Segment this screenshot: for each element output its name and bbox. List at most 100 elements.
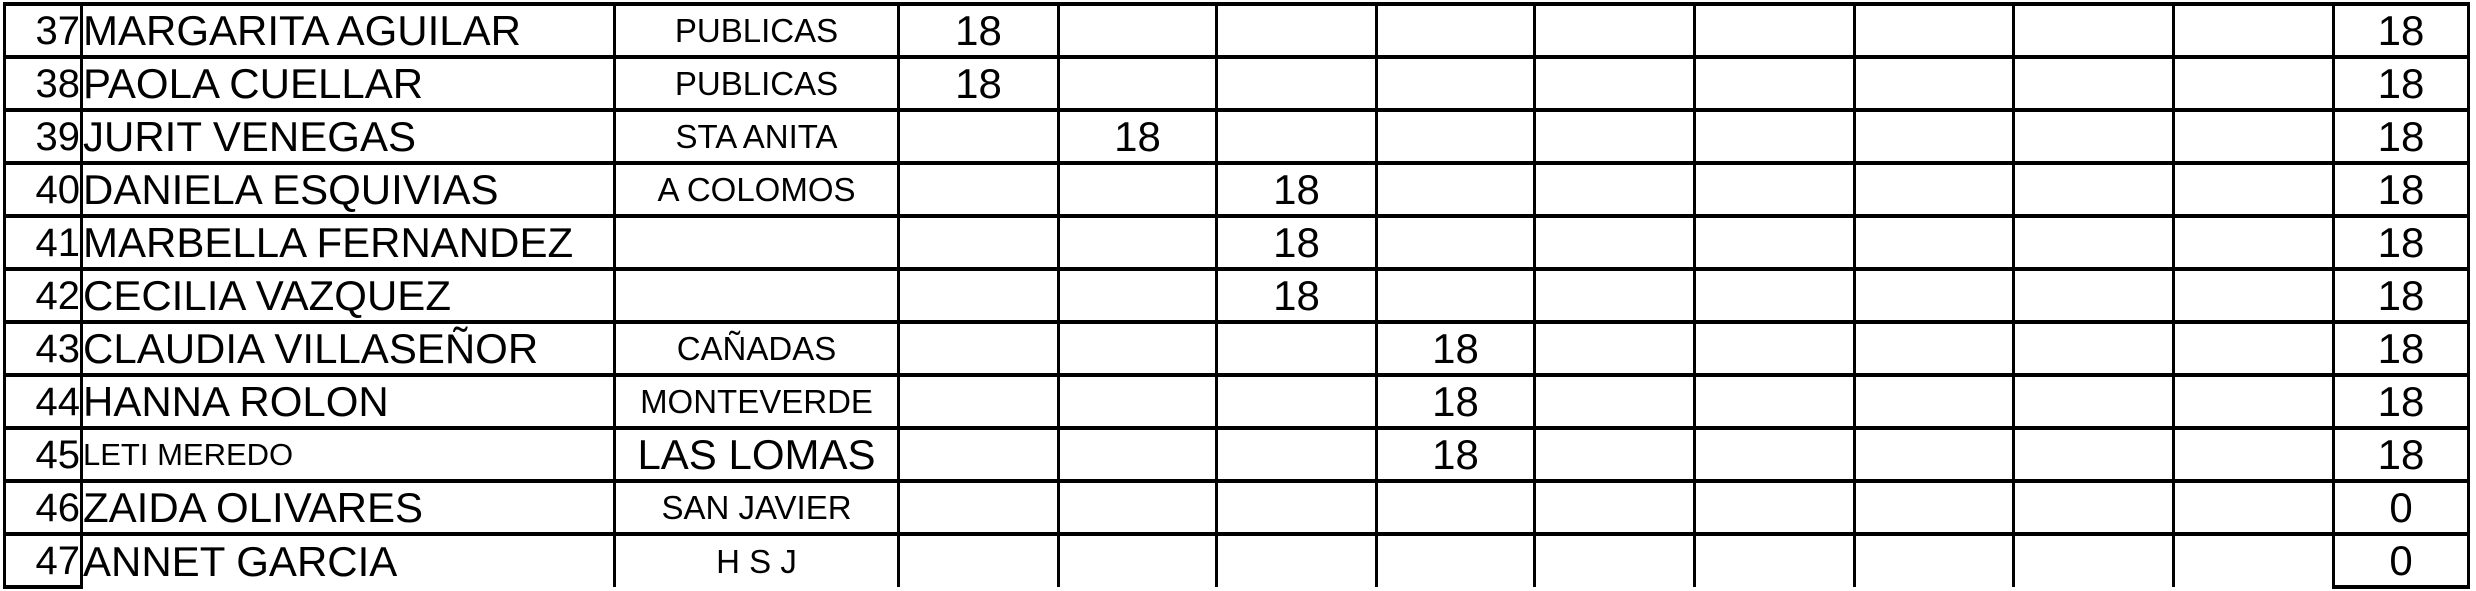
location-cell[interactable]: PUBLICAS	[613, 55, 899, 110]
value-cell[interactable]	[897, 373, 1059, 428]
value-cell[interactable]	[1853, 161, 2014, 216]
total-cell[interactable]: 0	[2332, 479, 2470, 534]
value-cell[interactable]	[1693, 479, 1855, 534]
value-cell[interactable]	[1533, 55, 1695, 110]
row-number-cell[interactable]: 43	[3, 320, 82, 375]
value-cell[interactable]: 18	[897, 2, 1059, 57]
value-cell[interactable]	[1693, 373, 1855, 428]
value-cell[interactable]	[1853, 55, 2014, 110]
location-cell[interactable]: PUBLICAS	[613, 2, 899, 57]
value-cell[interactable]	[1853, 267, 2014, 322]
row-number-cell[interactable]: 40	[3, 161, 82, 216]
value-cell[interactable]	[1693, 2, 1855, 57]
value-cell[interactable]	[897, 214, 1059, 269]
value-cell[interactable]	[1375, 108, 1535, 163]
value-cell[interactable]	[1375, 479, 1535, 534]
row-number-cell[interactable]: 42	[3, 267, 82, 322]
value-cell[interactable]	[1215, 532, 1377, 587]
value-cell[interactable]	[1853, 320, 2014, 375]
value-cell[interactable]	[1693, 214, 1855, 269]
value-cell[interactable]	[1057, 2, 1217, 57]
value-cell[interactable]	[1693, 320, 1855, 375]
location-cell[interactable]	[613, 214, 899, 269]
name-cell[interactable]: ZAIDA OLIVARES	[80, 479, 615, 534]
value-cell[interactable]	[1853, 214, 2014, 269]
total-cell[interactable]: 18	[2332, 2, 2470, 57]
location-cell[interactable]: CAÑADAS	[613, 320, 899, 375]
value-cell[interactable]	[2012, 55, 2174, 110]
value-cell[interactable]	[2012, 373, 2174, 428]
value-cell[interactable]	[1533, 373, 1695, 428]
value-cell[interactable]	[2012, 214, 2174, 269]
value-cell[interactable]	[1533, 161, 1695, 216]
value-cell[interactable]	[1533, 479, 1695, 534]
value-cell[interactable]	[1853, 426, 2014, 481]
value-cell[interactable]	[897, 426, 1059, 481]
row-number-cell[interactable]: 45	[3, 426, 82, 481]
total-cell[interactable]: 0	[2332, 532, 2470, 589]
value-cell[interactable]	[897, 532, 1059, 587]
value-cell[interactable]	[2172, 214, 2334, 269]
value-cell[interactable]	[1375, 532, 1535, 587]
value-cell[interactable]	[897, 320, 1059, 375]
value-cell[interactable]	[1057, 532, 1217, 587]
name-cell[interactable]: DANIELA ESQUIVIAS	[80, 161, 615, 216]
location-cell[interactable]: LAS LOMAS	[613, 426, 899, 481]
value-cell[interactable]	[2012, 479, 2174, 534]
value-cell[interactable]	[1533, 108, 1695, 163]
row-number-cell[interactable]: 47	[3, 532, 82, 589]
value-cell[interactable]	[1057, 55, 1217, 110]
value-cell[interactable]	[1215, 373, 1377, 428]
value-cell[interactable]	[897, 161, 1059, 216]
name-cell[interactable]: ANNET GARCIA	[80, 532, 615, 587]
value-cell[interactable]	[1533, 426, 1695, 481]
value-cell[interactable]	[1375, 267, 1535, 322]
location-cell[interactable]: H S J	[613, 532, 899, 587]
value-cell[interactable]	[1215, 320, 1377, 375]
value-cell[interactable]	[1693, 108, 1855, 163]
value-cell[interactable]	[1533, 2, 1695, 57]
value-cell[interactable]: 18	[1057, 108, 1217, 163]
total-cell[interactable]: 18	[2332, 373, 2470, 428]
value-cell[interactable]	[2012, 267, 2174, 322]
name-cell[interactable]: LETI MEREDO	[80, 426, 615, 481]
value-cell[interactable]	[897, 108, 1059, 163]
value-cell[interactable]	[2172, 532, 2334, 587]
value-cell[interactable]	[2012, 426, 2174, 481]
name-cell[interactable]: HANNA ROLON	[80, 373, 615, 428]
name-cell[interactable]: CECILIA VAZQUEZ	[80, 267, 615, 322]
value-cell[interactable]	[1215, 426, 1377, 481]
name-cell[interactable]: MARBELLA FERNANDEZ	[80, 214, 615, 269]
value-cell[interactable]	[1533, 320, 1695, 375]
value-cell[interactable]	[1057, 214, 1217, 269]
value-cell[interactable]	[2172, 320, 2334, 375]
value-cell[interactable]	[2172, 479, 2334, 534]
value-cell[interactable]	[1057, 267, 1217, 322]
value-cell[interactable]: 18	[1215, 214, 1377, 269]
value-cell[interactable]	[1693, 426, 1855, 481]
location-cell[interactable]: MONTEVERDE	[613, 373, 899, 428]
total-cell[interactable]: 18	[2332, 161, 2470, 216]
value-cell[interactable]	[1533, 532, 1695, 587]
value-cell[interactable]: 18	[1375, 320, 1535, 375]
value-cell[interactable]	[1533, 214, 1695, 269]
value-cell[interactable]	[2172, 108, 2334, 163]
location-cell[interactable]: SAN JAVIER	[613, 479, 899, 534]
value-cell[interactable]	[1057, 373, 1217, 428]
value-cell[interactable]	[2012, 108, 2174, 163]
total-cell[interactable]: 18	[2332, 55, 2470, 110]
value-cell[interactable]	[1693, 161, 1855, 216]
name-cell[interactable]: JURIT VENEGAS	[80, 108, 615, 163]
total-cell[interactable]: 18	[2332, 108, 2470, 163]
value-cell[interactable]	[2172, 55, 2334, 110]
value-cell[interactable]	[2012, 532, 2174, 587]
name-cell[interactable]: CLAUDIA VILLASEÑOR	[80, 320, 615, 375]
value-cell[interactable]: 18	[897, 55, 1059, 110]
value-cell[interactable]	[1215, 108, 1377, 163]
value-cell[interactable]	[1057, 426, 1217, 481]
value-cell[interactable]	[1375, 214, 1535, 269]
value-cell[interactable]	[1533, 267, 1695, 322]
value-cell[interactable]	[2172, 161, 2334, 216]
row-number-cell[interactable]: 38	[3, 55, 82, 110]
value-cell[interactable]	[1853, 2, 2014, 57]
